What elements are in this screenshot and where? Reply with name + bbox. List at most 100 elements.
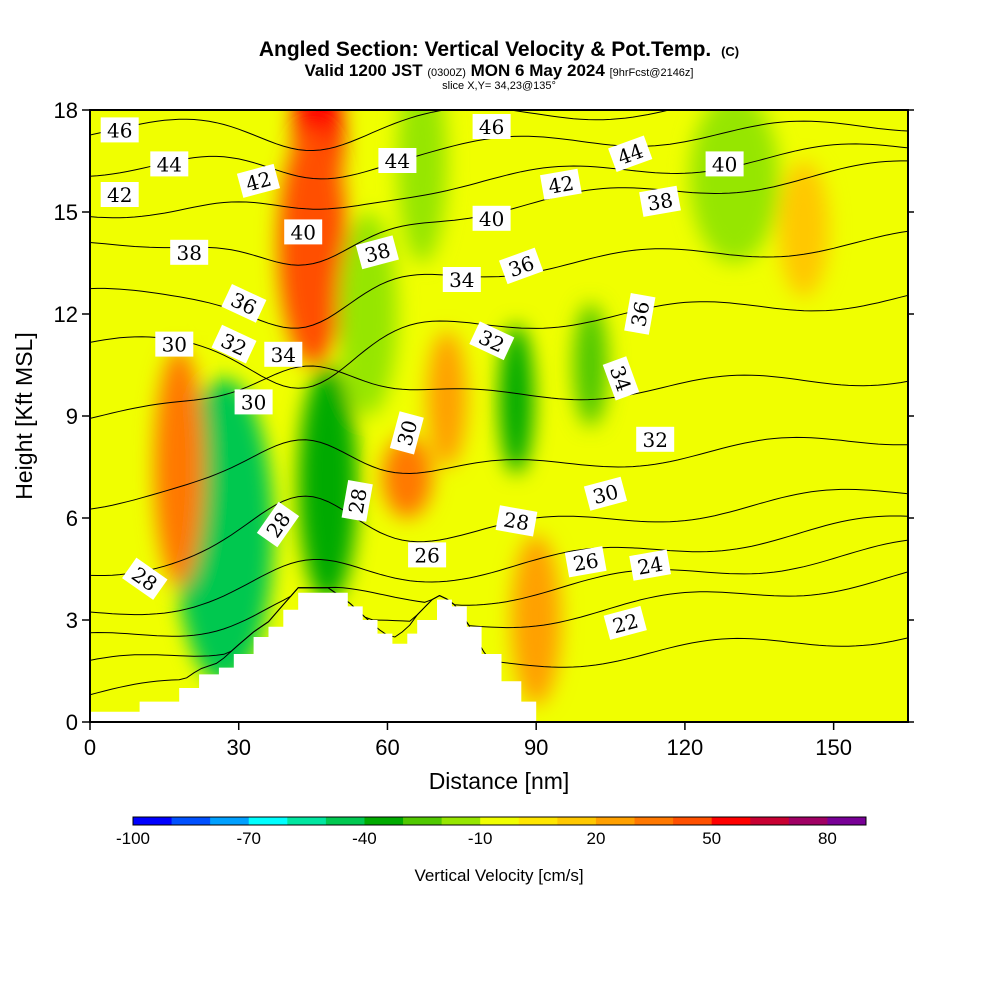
colorbar-swatch xyxy=(364,817,404,825)
contour-label: 42 xyxy=(540,168,582,200)
contour-label: 26 xyxy=(564,546,607,578)
colorbar xyxy=(132,816,867,826)
velocity-field xyxy=(154,110,829,705)
contour-label-text: 44 xyxy=(385,149,410,173)
colorbar-swatch xyxy=(711,817,751,825)
contour-label-text: 32 xyxy=(642,428,667,452)
colorbar-tick-label: 80 xyxy=(818,829,837,848)
isentrope-46 xyxy=(90,110,672,152)
colorbar-swatch xyxy=(325,817,365,825)
contour-label-text: 40 xyxy=(290,220,315,244)
velocity-cell xyxy=(278,127,348,365)
isentrope-42 xyxy=(90,143,908,219)
contour-label: 32 xyxy=(636,426,675,452)
colorbar-swatch xyxy=(827,817,867,825)
colorbar-tick-label: -70 xyxy=(236,829,261,848)
contour-label-text: 26 xyxy=(571,548,600,576)
contour-label: 44 xyxy=(378,148,417,173)
velocity-cell xyxy=(199,144,229,314)
velocity-cell xyxy=(511,535,561,705)
x-tick-label: 30 xyxy=(226,735,250,760)
contour-label-text: 44 xyxy=(157,152,182,176)
velocity-cell xyxy=(499,324,534,474)
contour-label-text: 26 xyxy=(414,543,439,567)
contour-label: 34 xyxy=(264,341,303,367)
x-axis: 0 30 60 90 120 150 xyxy=(84,722,852,760)
y-axis-label: Height [Kft MSL] xyxy=(11,332,37,499)
contour-label: 28 xyxy=(341,480,373,522)
y-tick-label: 3 xyxy=(66,608,78,633)
y-tick-label: 9 xyxy=(66,404,78,429)
x-tick-label: 60 xyxy=(375,735,399,760)
contour-label: 46 xyxy=(472,114,511,139)
contour-label-text: 46 xyxy=(479,115,504,139)
colorbar-label: Vertical Velocity [cm/s] xyxy=(414,866,583,885)
contour-label: 30 xyxy=(234,389,273,415)
colorbar-swatch xyxy=(673,817,713,825)
x-tick-label: 0 xyxy=(84,735,96,760)
colorbar-swatch xyxy=(750,817,790,825)
y-tick-label: 15 xyxy=(54,200,78,225)
colorbar-swatch xyxy=(557,817,597,825)
contour-label: 40 xyxy=(472,205,511,231)
colorbar-swatch xyxy=(248,817,288,825)
isentrope-36 xyxy=(90,294,908,389)
contour-label: 40 xyxy=(705,151,744,177)
contour-label: 30 xyxy=(583,476,628,511)
isentrope-24 xyxy=(90,571,908,661)
contour-label: 46 xyxy=(100,117,139,143)
contour-label-text: 34 xyxy=(271,343,296,367)
isentrope-32 xyxy=(90,436,908,510)
colorbar-swatch xyxy=(287,817,327,825)
x-tick-label: 150 xyxy=(815,735,852,760)
contour-label-text: 38 xyxy=(645,188,674,216)
colorbar-swatch xyxy=(133,817,173,825)
colorbar-swatch xyxy=(441,817,481,825)
velocity-cell xyxy=(779,161,829,297)
velocity-cell xyxy=(382,436,433,518)
contour-label: 34 xyxy=(442,267,481,292)
contour-label: 30 xyxy=(155,331,194,357)
chart-subtitle: Valid 1200 JST (0300Z) MON 6 May 2024 [9… xyxy=(305,61,694,80)
contour-label-text: 30 xyxy=(162,333,187,357)
colorbar-swatch xyxy=(595,817,636,825)
y-tick-label: 12 xyxy=(54,302,78,327)
contour-label-text: 42 xyxy=(107,183,132,207)
contour-label: 24 xyxy=(629,549,671,581)
y-tick-label: 18 xyxy=(54,98,78,123)
contour-label: 38 xyxy=(170,239,209,265)
contour-label: 44 xyxy=(150,151,189,177)
colorbar-swatch xyxy=(788,817,828,825)
x-tick-label: 90 xyxy=(524,735,548,760)
contour-label-text: 28 xyxy=(502,507,531,535)
contour-label: 40 xyxy=(284,219,323,245)
colorbar-frame xyxy=(132,816,867,826)
contour-label: 28 xyxy=(495,505,538,537)
velocity-cell xyxy=(427,331,467,467)
colorbar-tick-label: -10 xyxy=(468,829,493,848)
x-axis-label: Distance [nm] xyxy=(429,768,570,794)
colorbar-swatch xyxy=(171,817,211,825)
contour-label: 38 xyxy=(639,185,681,217)
velocity-cell xyxy=(154,348,205,586)
colorbar-swatch xyxy=(403,817,443,825)
y-tick-label: 6 xyxy=(66,506,78,531)
contour-label-text: 28 xyxy=(344,486,372,515)
colorbar-tick-label: -100 xyxy=(116,829,150,848)
chart-title: Angled Section: Vertical Velocity & Pot.… xyxy=(259,38,739,61)
contour-label: 36 xyxy=(624,293,656,335)
contour-label-text: 46 xyxy=(107,118,132,142)
contour-label-text: 36 xyxy=(626,299,654,328)
velocity-cell xyxy=(298,365,358,603)
velocity-cell xyxy=(573,303,609,427)
contour-label-text: 40 xyxy=(479,207,504,231)
y-tick-label: 0 xyxy=(66,710,78,735)
contour-label: 26 xyxy=(408,542,447,568)
velocity-cell xyxy=(689,110,780,263)
contour-label: 22 xyxy=(603,605,647,640)
colorbar-tick-label: -40 xyxy=(352,829,377,848)
colorbar-tick-label: 20 xyxy=(586,829,605,848)
colorbar-swatch xyxy=(634,817,674,825)
